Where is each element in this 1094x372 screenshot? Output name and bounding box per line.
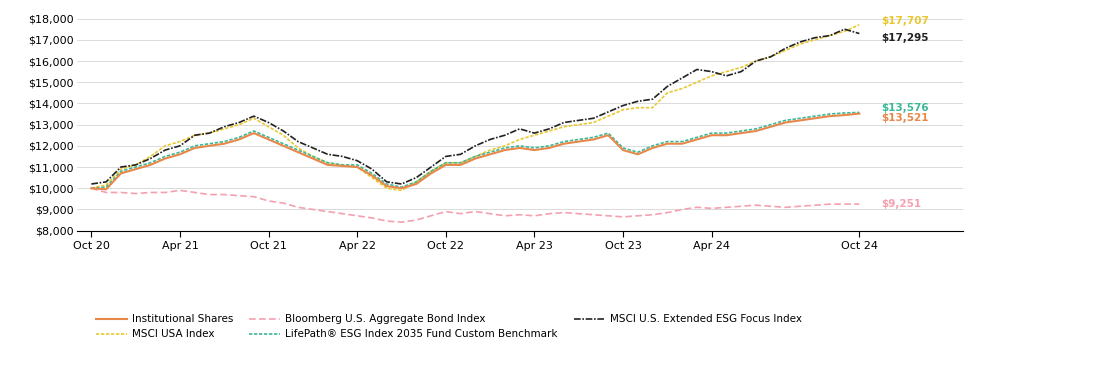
Text: $17,295: $17,295 xyxy=(882,33,929,43)
Text: $17,707: $17,707 xyxy=(882,16,930,26)
Text: $13,521: $13,521 xyxy=(882,113,929,123)
Text: $9,251: $9,251 xyxy=(882,199,921,209)
Text: $13,576: $13,576 xyxy=(882,103,929,113)
Legend: Institutional Shares, MSCI USA Index, Bloomberg U.S. Aggregate Bond Index, LifeP: Institutional Shares, MSCI USA Index, Bl… xyxy=(91,310,806,344)
